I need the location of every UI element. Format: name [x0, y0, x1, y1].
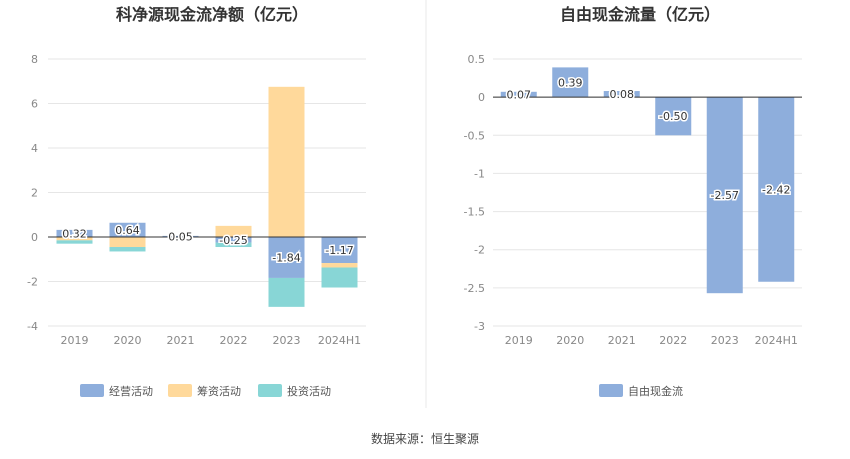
data-label: 0.64 [115, 224, 140, 237]
y-tick-label: -2 [27, 276, 38, 289]
bar-financing [56, 237, 93, 241]
data-label: 0.08 [610, 88, 635, 101]
x-tick-label: 2023 [273, 334, 301, 347]
data-label: -1.84 [272, 251, 300, 264]
x-tick-label: 2020 [556, 334, 584, 347]
bar-investing [56, 240, 93, 244]
x-tick-label: 2022 [659, 334, 687, 347]
y-tick-label: 8 [31, 53, 38, 66]
y-tick-label: 6 [31, 98, 38, 111]
x-tick-label: 2019 [61, 334, 89, 347]
data-label: -2.42 [762, 183, 790, 196]
bar-financing [215, 225, 252, 237]
cash-flow-net-panel: 科净源现金流净额（亿元） 8 6 4 2 0 -2 -4 2019 2020 2021 2022 2… [27, 5, 366, 398]
y-tick-label: 4 [31, 142, 38, 155]
y-tick-label: 2 [31, 187, 38, 200]
data-source-note: 数据来源：恒生聚源 [371, 431, 479, 446]
y-tick-label: -2 [474, 244, 485, 257]
x-tick-label: 2024H1 [755, 334, 798, 347]
legend-swatch [599, 384, 623, 397]
y-tick-label: -1.5 [464, 206, 485, 219]
data-label: -0.50 [659, 110, 687, 123]
bar-operating [162, 235, 199, 237]
bar-investing [215, 242, 252, 248]
y-tick-label: -2.5 [464, 282, 485, 295]
data-label: 0.05 [168, 230, 193, 243]
data-label: -0.25 [219, 234, 247, 247]
legend-left: 经营活动 筹资活动 投资活动 [80, 384, 331, 398]
bar-financing [321, 263, 358, 268]
data-label: 0.39 [558, 76, 583, 89]
data-label: -2.57 [711, 189, 739, 202]
y-tick-label: 0 [478, 91, 485, 104]
legend-label: 自由现金流 [628, 384, 683, 398]
x-tick-label: 2024H1 [318, 334, 361, 347]
legend-label: 筹资活动 [197, 384, 241, 398]
bar-operating [109, 222, 146, 237]
legend-swatch [258, 384, 282, 397]
bar-operating [268, 237, 305, 278]
bar-investing [321, 267, 358, 288]
bar-free-cash-flow [758, 97, 795, 282]
bar-operating [215, 237, 252, 243]
y-tick-label: 0.5 [468, 53, 486, 66]
bar-free-cash-flow [552, 67, 589, 98]
legend-label: 经营活动 [109, 384, 153, 398]
bar-financing [109, 237, 146, 248]
y-tick-label: -0.5 [464, 129, 485, 142]
free-cash-flow-panel: 自由现金流量（亿元） 0.5 0 -0.5 -1 -1.5 -2 -2.5 -3 2019 20… [464, 5, 802, 398]
legend-right: 自由现金流 [599, 384, 683, 398]
data-label: -1.17 [325, 244, 353, 257]
bar-investing [109, 247, 146, 252]
bar-operating [321, 237, 358, 264]
y-tick-label: -3 [474, 320, 485, 333]
y-tick-label: 0 [31, 231, 38, 244]
data-label: 0.07 [507, 88, 532, 101]
bar-financing [268, 86, 305, 237]
legend-swatch [80, 384, 104, 397]
x-tick-label: 2020 [114, 334, 142, 347]
legend-label: 投资活动 [287, 384, 331, 398]
x-tick-label: 2019 [505, 334, 533, 347]
bar-free-cash-flow [603, 91, 640, 98]
chart-title-left: 科净源现金流净额（亿元） [116, 5, 308, 24]
bar-free-cash-flow [500, 91, 537, 98]
x-tick-label: 2023 [711, 334, 739, 347]
y-tick-label: -4 [27, 320, 38, 333]
chart-title-right: 自由现金流量（亿元） [560, 5, 720, 24]
bar-operating [56, 229, 93, 237]
bar-free-cash-flow [706, 97, 743, 294]
x-tick-label: 2022 [220, 334, 248, 347]
y-tick-label: -1 [474, 167, 485, 180]
bar-investing [268, 277, 305, 307]
data-label: 0.32 [62, 227, 87, 240]
x-tick-label: 2021 [167, 334, 195, 347]
legend-swatch [168, 384, 192, 397]
x-tick-label: 2021 [608, 334, 636, 347]
bar-free-cash-flow [655, 97, 692, 136]
